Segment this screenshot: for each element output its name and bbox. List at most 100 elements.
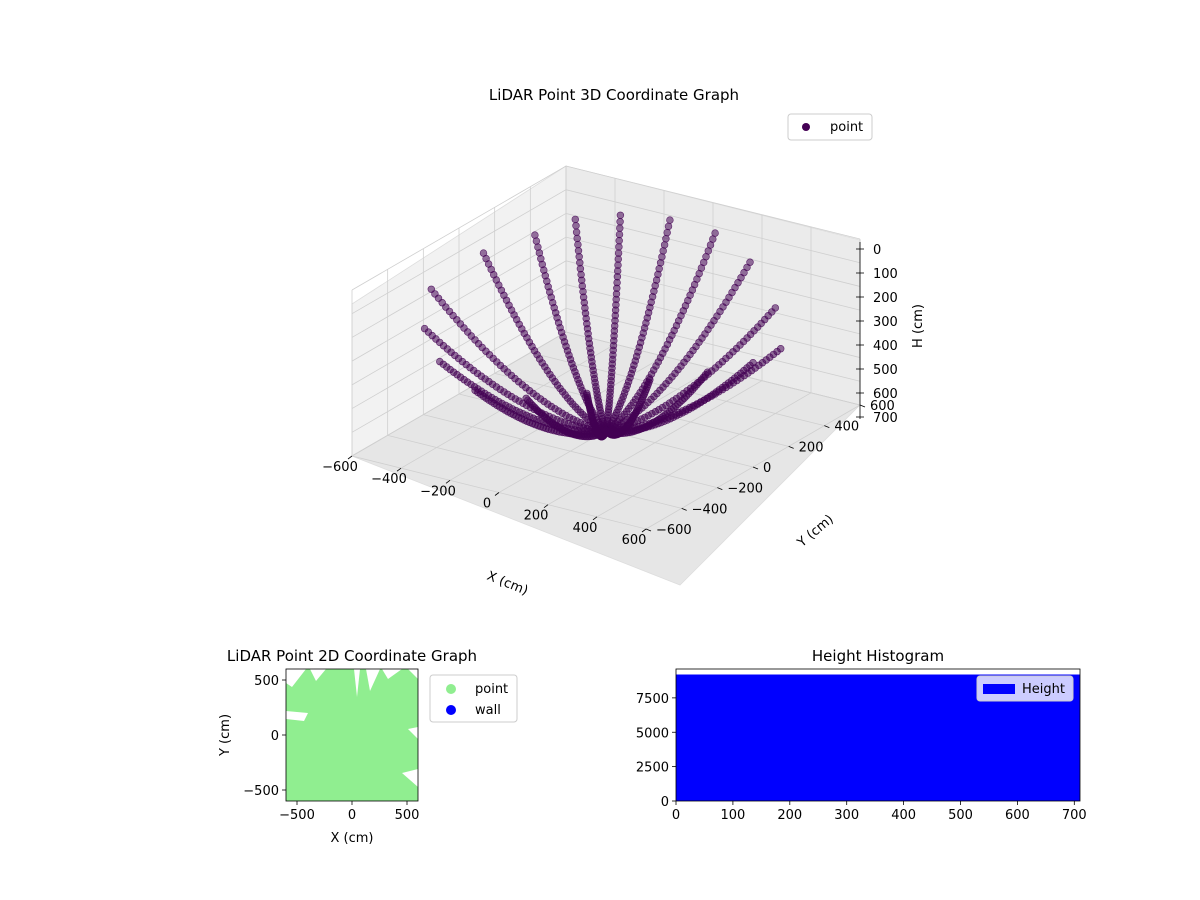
empty-region bbox=[382, 669, 402, 679]
grid-line-z bbox=[351, 260, 861, 386]
data-point-3d bbox=[574, 240, 582, 249]
y-tick-label-2d: −500 bbox=[243, 784, 279, 799]
histogram-legend-box bbox=[976, 675, 1074, 702]
grid-line-z bbox=[351, 307, 861, 433]
data-point-3d bbox=[534, 243, 542, 251]
chart-3d-legend: point bbox=[787, 113, 873, 141]
data-point-3d bbox=[615, 230, 624, 239]
x-tick-label-3d: 0 bbox=[483, 497, 491, 512]
empty-region bbox=[408, 727, 418, 739]
y-tick-label-3d: 400 bbox=[834, 420, 859, 435]
x-tick-label-hist: 300 bbox=[834, 808, 859, 823]
data-point-3d bbox=[664, 222, 673, 231]
x-tick-label-hist: 700 bbox=[1062, 808, 1087, 823]
data-point-3d bbox=[659, 247, 667, 255]
chart-2d-title: LiDAR Point 2D Coordinate Graph bbox=[227, 647, 477, 665]
data-point-3d bbox=[436, 357, 444, 366]
x-tick-label-hist: 100 bbox=[720, 808, 745, 823]
y-tick-label-hist: 7500 bbox=[636, 692, 669, 707]
data-point-3d bbox=[711, 229, 719, 237]
y-tick-mark-3d bbox=[824, 425, 830, 429]
data-point-3d bbox=[479, 249, 488, 257]
x-tick-label-hist: 0 bbox=[672, 808, 680, 823]
chart-2d-y-axis-label: Y (cm) bbox=[218, 714, 233, 757]
x-tick-label-hist: 200 bbox=[777, 808, 802, 823]
chart-3d: LiDAR Point 3D Coordinate Graph −600−400… bbox=[322, 86, 926, 599]
data-point-3d bbox=[532, 237, 541, 245]
y-tick-label-hist: 5000 bbox=[636, 726, 669, 741]
x-tick-label-3d: −200 bbox=[420, 484, 456, 499]
y-tick-label-hist: 2500 bbox=[636, 761, 669, 776]
y-tick-mark-3d bbox=[859, 404, 866, 408]
grid-line-y bbox=[423, 414, 718, 489]
y-tick-mark-3d bbox=[788, 445, 794, 449]
legend-marker-height bbox=[983, 684, 1015, 694]
data-point-3d bbox=[572, 222, 580, 230]
data-point-3d bbox=[616, 218, 624, 226]
data-point-3d bbox=[660, 241, 669, 249]
y-tick-mark-3d bbox=[752, 466, 759, 470]
z-tick-label-3d: 0 bbox=[873, 243, 881, 258]
data-point-3d bbox=[776, 345, 785, 353]
y-tick-label-3d: 200 bbox=[799, 440, 824, 455]
y-tick-label-3d: −200 bbox=[727, 482, 763, 497]
legend-label-point-2d: point bbox=[475, 682, 508, 697]
chart-3d-y-axis-label: Y (cm) bbox=[794, 512, 837, 551]
y-tick-mark-3d bbox=[681, 507, 687, 511]
x-tick-label-2d: −500 bbox=[279, 808, 315, 823]
chart-2d-plot-area bbox=[285, 668, 419, 802]
grid-line-z bbox=[351, 213, 861, 338]
z-tick-label-3d: 400 bbox=[873, 339, 898, 354]
empty-region bbox=[402, 769, 418, 787]
z-tick-label-3d: 600 bbox=[873, 387, 898, 402]
chart-3d-title: LiDAR Point 3D Coordinate Graph bbox=[489, 86, 739, 104]
data-point-3d bbox=[583, 389, 591, 398]
grid-line-z bbox=[351, 284, 861, 409]
x-tick-label-3d: −400 bbox=[371, 472, 407, 487]
x-tick-label-3d: 200 bbox=[524, 509, 549, 524]
x-tick-mark-3d bbox=[592, 516, 598, 521]
y-tick-mark-3d bbox=[645, 528, 652, 532]
data-point-3d bbox=[471, 386, 479, 395]
data-point-3d bbox=[420, 324, 429, 333]
empty-region bbox=[408, 669, 418, 679]
z-tick-label-3d: 200 bbox=[873, 291, 898, 306]
data-point-3d bbox=[771, 304, 779, 312]
y-tick-label-2d: 500 bbox=[254, 674, 279, 689]
legend-marker-wall bbox=[446, 705, 456, 715]
data-point-3d bbox=[615, 243, 623, 251]
data-point-3d bbox=[615, 237, 623, 245]
x-tick-label-3d: 400 bbox=[573, 521, 598, 536]
x-tick-label-hist: 500 bbox=[948, 808, 973, 823]
data-point-3d bbox=[574, 247, 583, 255]
x-tick-mark-3d bbox=[347, 455, 353, 460]
z-tick-label-3d: 700 bbox=[873, 411, 898, 426]
empty-region bbox=[286, 711, 308, 721]
data-point-3d bbox=[531, 231, 539, 239]
chart-3d-x-ticks: −600 −400 −200 0 200 400 600 bbox=[322, 455, 647, 548]
empty-region bbox=[310, 669, 326, 681]
data-point-3d bbox=[572, 228, 581, 236]
x-tick-mark-3d bbox=[641, 528, 647, 533]
x-tick-label-2d: 500 bbox=[395, 808, 420, 823]
legend-marker-point-2d bbox=[446, 684, 456, 694]
data-point-3d bbox=[427, 285, 435, 293]
data-point-3d bbox=[663, 228, 671, 237]
legend-label-height: Height bbox=[1022, 682, 1065, 697]
empty-region bbox=[366, 669, 380, 691]
data-point-3d bbox=[666, 216, 674, 224]
data-point-3d bbox=[522, 394, 530, 402]
data-point-3d bbox=[662, 235, 670, 243]
y-tick-label-3d: 0 bbox=[763, 461, 771, 476]
grid-line-y bbox=[530, 352, 825, 427]
chart-2d-legend: point wall bbox=[429, 674, 518, 723]
x-tick-mark-3d bbox=[396, 467, 402, 472]
y-tick-label-hist: 0 bbox=[661, 795, 669, 810]
chart-3d-panes bbox=[351, 165, 861, 586]
empty-region bbox=[286, 669, 306, 687]
chart-3d-x-axis-label: X (cm) bbox=[485, 569, 530, 599]
z-tick-label-3d: 500 bbox=[873, 363, 898, 378]
z-tick-label-3d: 300 bbox=[873, 315, 898, 330]
